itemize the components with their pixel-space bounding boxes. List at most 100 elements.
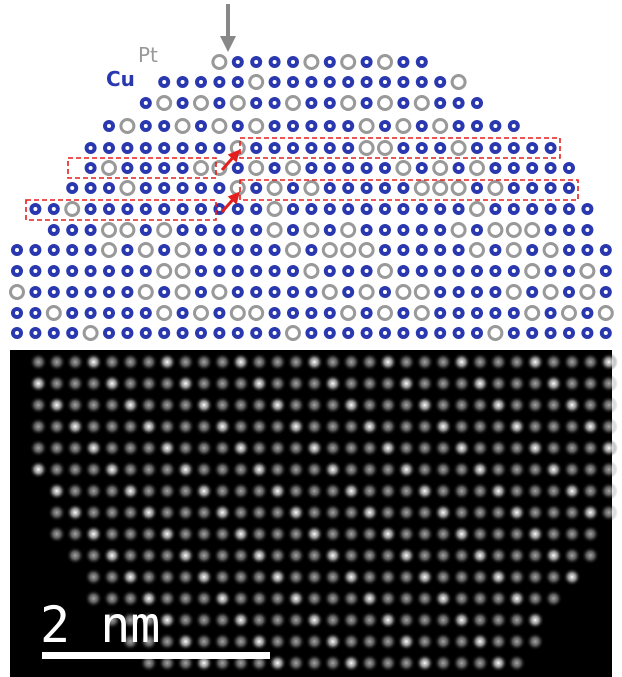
stem-atom (453, 633, 471, 651)
stem-atom (232, 353, 250, 371)
cu-atom-center (144, 311, 148, 315)
stem-atom (287, 396, 305, 414)
pt-atom (158, 265, 171, 278)
pt-atom (158, 224, 171, 237)
pt-atom (121, 182, 134, 195)
stem-atom (453, 353, 471, 371)
stem-atom (434, 375, 452, 393)
stem-atom (66, 547, 84, 565)
stem-atom (250, 482, 268, 500)
stem-atom (581, 353, 599, 371)
stem-atom (397, 439, 415, 457)
cu-atom-center (15, 331, 19, 335)
cu-atom-center (162, 166, 166, 170)
stem-atom (66, 418, 84, 436)
stem-atom (563, 439, 581, 457)
cu-atom-center (199, 146, 203, 150)
stem-atom (361, 547, 379, 565)
stem-atom (121, 439, 139, 457)
stem-atom (434, 654, 452, 672)
stem-atom (140, 353, 158, 371)
stem-atom (213, 396, 231, 414)
cu-atom-center (328, 311, 332, 315)
stem-atom (177, 396, 195, 414)
cu-atom-center (254, 146, 258, 150)
stem-atom (342, 590, 360, 608)
pt-atom (213, 286, 226, 299)
stem-atom (453, 590, 471, 608)
cu-atom-center (162, 124, 166, 128)
stem-atom (85, 482, 103, 500)
stem-atom (250, 568, 268, 586)
cu-atom-center (493, 124, 497, 128)
stem-atom (471, 547, 489, 565)
stem-atom (397, 461, 415, 479)
stem-atom (48, 418, 66, 436)
stem-atom (563, 375, 581, 393)
cu-atom-center (199, 186, 203, 190)
stem-atom (250, 504, 268, 522)
cu-atom-center (254, 60, 258, 64)
stem-atom (379, 375, 397, 393)
cu-atom-center (365, 331, 369, 335)
cu-atom-center (567, 166, 571, 170)
cu-atom-center (291, 290, 295, 294)
cu-atom-center (199, 80, 203, 84)
cu-atom-center (291, 207, 295, 211)
stem-atom (177, 504, 195, 522)
pt-atom (471, 203, 484, 216)
stem-atom (416, 439, 434, 457)
stem-atom (361, 504, 379, 522)
stem-atom (600, 396, 618, 414)
stem-atom (416, 504, 434, 522)
stem-atom (250, 461, 268, 479)
stem-atom (195, 568, 213, 586)
cu-atom-center (89, 207, 93, 211)
stem-atom (563, 482, 581, 500)
stem-atom (213, 482, 231, 500)
cu-atom-center (217, 146, 221, 150)
stem-atom (489, 611, 507, 629)
stem-atom (361, 525, 379, 543)
stem-atom (103, 482, 121, 500)
stem-atom (324, 590, 342, 608)
stem-atom (269, 482, 287, 500)
stem-atom (379, 633, 397, 651)
cu-atom-center (567, 228, 571, 232)
stem-atom (250, 375, 268, 393)
cu-atom-center (162, 186, 166, 190)
stem-atom (158, 461, 176, 479)
pt-atom (342, 97, 355, 110)
stem-atom (434, 418, 452, 436)
cu-atom-center (567, 248, 571, 252)
cu-atom-center (217, 269, 221, 273)
cu-atom-center (549, 311, 553, 315)
stem-atom (563, 547, 581, 565)
cu-atom-center (291, 269, 295, 273)
stem-atom (121, 353, 139, 371)
cu-atom-center (420, 269, 424, 273)
stem-atom (397, 482, 415, 500)
cu-atom-center (530, 207, 534, 211)
cu-atom-center (549, 186, 553, 190)
cu-atom-center (309, 311, 313, 315)
pt-atom (268, 203, 281, 216)
stem-atom (342, 353, 360, 371)
stem-atom (489, 547, 507, 565)
stem-atom (48, 396, 66, 414)
stem-atom (545, 461, 563, 479)
pt-atom (121, 120, 134, 133)
stem-atom (269, 353, 287, 371)
cu-atom-center (346, 269, 350, 273)
stem-atom (471, 375, 489, 393)
stem-atom (158, 611, 176, 629)
stem-atom (416, 590, 434, 608)
cu-atom-center (328, 146, 332, 150)
stem-atom (581, 504, 599, 522)
cu-atom-center (125, 269, 129, 273)
stem-atom (305, 439, 323, 457)
cu-atom-center (383, 166, 387, 170)
cu-atom-center (144, 331, 148, 335)
pt-atom (176, 286, 189, 299)
cu-atom-center (236, 290, 240, 294)
